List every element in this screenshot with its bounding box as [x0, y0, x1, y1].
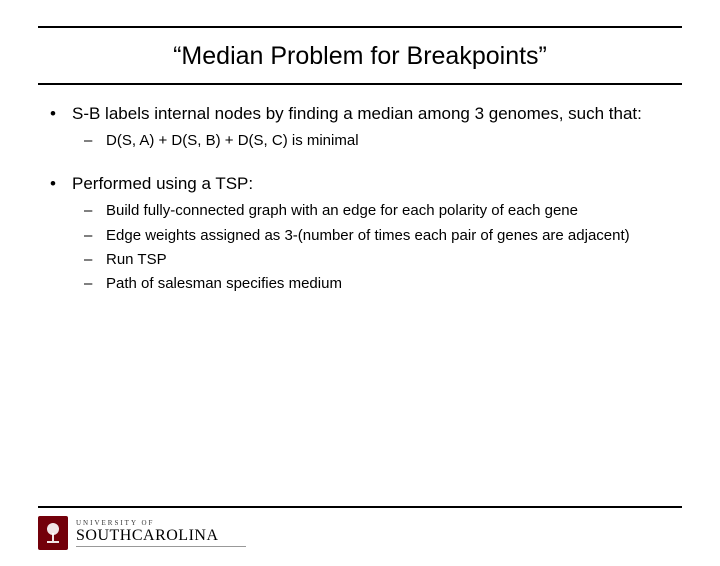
slide: “Median Problem for Breakpoints” S-B lab… — [0, 26, 720, 566]
sub-bullet-list: D(S, A) + D(S, B) + D(S, C) is minimal — [72, 131, 682, 151]
logo-south: SOUTH — [76, 527, 132, 544]
bullet-text: Performed using a TSP: — [72, 174, 253, 193]
content-area: S-B labels internal nodes by finding a m… — [38, 85, 682, 294]
sub-bullet-item: Build fully-connected graph with an edge… — [106, 201, 682, 221]
sub-bullet-item: Path of salesman specifies medium — [106, 274, 682, 294]
logo-underline — [76, 546, 246, 547]
logo-university-label: UNIVERSITY OF — [76, 520, 246, 527]
logo-text: UNIVERSITY OF SOUTHCAROLINA — [76, 520, 246, 547]
footer: UNIVERSITY OF SOUTHCAROLINA — [38, 506, 682, 550]
bullet-list: S-B labels internal nodes by finding a m… — [38, 103, 682, 294]
bullet-item: Performed using a TSP: Build fully-conne… — [72, 173, 682, 294]
sub-bullet-item: Run TSP — [106, 250, 682, 270]
bullet-item: S-B labels internal nodes by finding a m… — [72, 103, 682, 151]
logo-carolina: CAROLINA — [132, 527, 219, 544]
footer-rule — [38, 506, 682, 508]
university-logo: UNIVERSITY OF SOUTHCAROLINA — [38, 516, 682, 550]
logo-seal-icon — [38, 516, 68, 550]
bullet-text: S-B labels internal nodes by finding a m… — [72, 104, 642, 123]
slide-title: “Median Problem for Breakpoints” — [38, 28, 682, 83]
logo-name: SOUTHCAROLINA — [76, 528, 246, 544]
sub-bullet-item: Edge weights assigned as 3-(number of ti… — [106, 226, 682, 246]
sub-bullet-list: Build fully-connected graph with an edge… — [72, 201, 682, 294]
sub-bullet-item: D(S, A) + D(S, B) + D(S, C) is minimal — [106, 131, 682, 151]
